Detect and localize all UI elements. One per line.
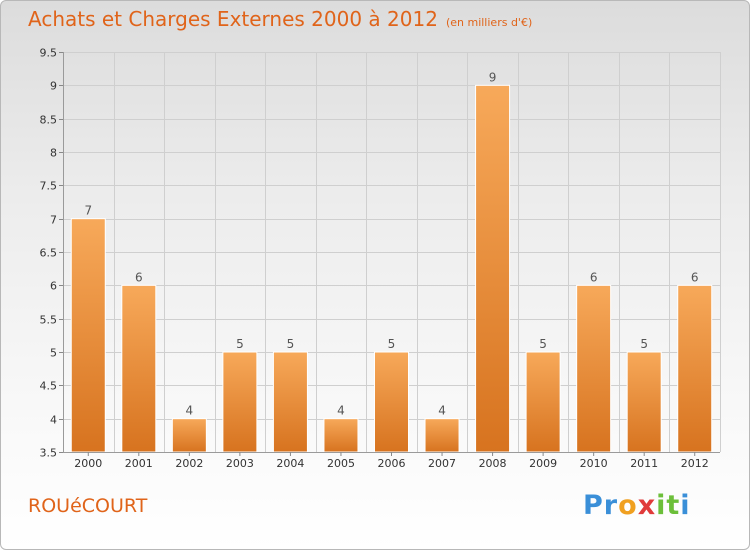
y-tick-label: 9: [50, 80, 57, 93]
x-tick-label: 2010: [580, 457, 608, 470]
data-label: 6: [590, 270, 598, 284]
data-label: 5: [539, 337, 547, 351]
chart-subtitle: (en milliers d'€): [445, 16, 533, 29]
data-labels: 7 6 4 5 5 4 5 4 9 5 6 5 6: [84, 70, 698, 417]
proxiti-logo[interactable]: Proxiti: [583, 490, 691, 521]
x-tick-label: 2005: [327, 457, 355, 470]
y-axis: 3.5 4 4.5 5 5.5 6 6.5 7 7.5 8 8.5 9 9.5: [40, 47, 64, 460]
x-tick-label: 2011: [630, 457, 658, 470]
bar: [424, 418, 460, 453]
data-label: 4: [186, 404, 194, 418]
data-label: 6: [135, 270, 143, 284]
bar: [475, 84, 511, 453]
x-axis: 2000 2001 2002 2003 2004 2005 2006 2007 2008 2009…: [63, 452, 720, 470]
data-label: 5: [287, 337, 295, 351]
logo-letter: x: [637, 490, 657, 521]
logo-letter: i: [680, 490, 691, 521]
bar: [374, 351, 409, 453]
x-tick-label: 2009: [529, 457, 557, 470]
y-tick-label: 9.5: [40, 47, 58, 60]
y-tick-label: 8.5: [40, 114, 58, 127]
bar: [121, 284, 157, 453]
logo-letter: o: [618, 490, 638, 521]
commune-name: ROUéCOURT: [28, 495, 148, 517]
x-tick-label: 2002: [175, 457, 203, 470]
bar: [272, 351, 308, 453]
chart-title-text: Achats et Charges Externes 2000 à 2012: [28, 7, 438, 31]
bar: [171, 418, 207, 453]
bar: [677, 284, 713, 453]
data-label: 4: [337, 404, 345, 418]
y-tick-label: 5.5: [40, 314, 58, 327]
data-label: 5: [640, 337, 648, 351]
bars: [70, 84, 713, 453]
y-tick-label: 7.5: [40, 180, 58, 193]
y-tick-label: 4.5: [40, 380, 58, 393]
bar: [323, 418, 359, 453]
x-tick-label: 2006: [378, 457, 406, 470]
y-tick-label: 7: [50, 214, 57, 227]
x-tick-label: 2000: [74, 457, 102, 470]
y-tick-label: 8: [50, 147, 57, 160]
bar: [222, 351, 258, 453]
y-tick-label: 6.5: [40, 247, 58, 260]
x-tick-label: 2004: [276, 457, 304, 470]
y-tick-label: 6: [50, 280, 57, 293]
y-tick-label: 3.5: [40, 447, 58, 460]
x-tick-label: 2003: [226, 457, 254, 470]
logo-letter: r: [603, 490, 619, 521]
x-tick-label: 2008: [479, 457, 507, 470]
x-tick-label: 2001: [125, 457, 153, 470]
data-label: 7: [84, 204, 92, 218]
y-tick-label: 4: [50, 414, 57, 427]
logo-letter: P: [583, 490, 604, 521]
data-label: 4: [438, 404, 446, 418]
y-tick-label: 5: [50, 347, 57, 360]
bar: [525, 351, 561, 453]
logo-letter: i: [656, 490, 667, 521]
data-label: 9: [489, 70, 497, 84]
bar: [70, 218, 106, 453]
bar: [626, 351, 662, 453]
data-label: 5: [236, 337, 244, 351]
x-tick-label: 2007: [428, 457, 456, 470]
x-tick-label: 2012: [681, 457, 709, 470]
data-label: 5: [388, 337, 396, 351]
bar: [576, 284, 612, 453]
logo-letter: t: [666, 490, 681, 521]
data-label: 6: [691, 270, 699, 284]
chart-title: Achats et Charges Externes 2000 à 2012 (e…: [28, 7, 532, 31]
